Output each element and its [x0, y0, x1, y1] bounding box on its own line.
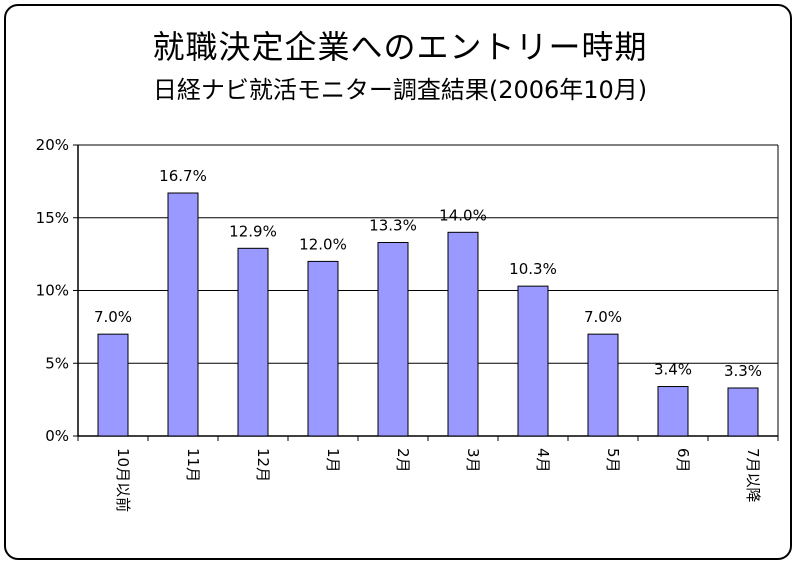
data-label: 12.9% — [229, 222, 277, 240]
chart-subtitle: 日経ナビ就活モニター調査結果(2006年10月) — [152, 76, 648, 104]
x-tick-label: 1月 — [324, 448, 342, 473]
x-tick-label: 6月 — [674, 448, 692, 473]
data-label: 12.0% — [299, 235, 347, 253]
y-tick-label: 10% — [36, 282, 69, 300]
bars — [97, 192, 759, 437]
bar — [727, 387, 759, 437]
bar — [237, 247, 269, 437]
bar — [517, 285, 549, 437]
data-label: 3.3% — [724, 362, 762, 380]
bar — [447, 231, 479, 437]
data-label: 3.4% — [654, 361, 692, 379]
data-label: 7.0% — [94, 308, 132, 326]
x-tick-label: 11月 — [184, 448, 202, 482]
chart-title: 就職決定企業へのエントリー時期 — [152, 28, 648, 66]
y-tick-label: 15% — [36, 209, 69, 227]
data-label: 14.0% — [439, 206, 487, 224]
bar — [307, 260, 339, 437]
data-label: 10.3% — [509, 260, 557, 278]
data-label: 7.0% — [584, 308, 622, 326]
bar — [657, 386, 689, 437]
bar — [587, 333, 619, 437]
bar — [167, 192, 199, 437]
y-tick-label: 20% — [36, 136, 69, 154]
data-labels: 7.0% 16.7% 12.9% 12.0% 13.3% 14.0% 10.3% 7.0% 3.… — [94, 167, 762, 380]
y-tick-label: 5% — [45, 354, 69, 372]
x-axis-labels: 10月以前 11月 12月 1月 2月 3月 4月 5月 6月 7月以降 — [114, 448, 762, 512]
x-tick-label: 2月 — [394, 448, 412, 473]
x-tick-label: 4月 — [534, 448, 552, 473]
x-tick-label: 3月 — [464, 448, 482, 473]
x-tick-label: 10月以前 — [114, 448, 132, 512]
data-label: 16.7% — [159, 167, 207, 185]
x-tick-label: 7月以降 — [744, 448, 762, 503]
x-tick-label: 5月 — [604, 448, 622, 473]
bar — [97, 333, 129, 437]
bar — [377, 241, 409, 437]
data-label: 13.3% — [369, 216, 417, 234]
y-tick-label: 0% — [45, 427, 69, 445]
x-tick-label: 12月 — [254, 448, 272, 482]
